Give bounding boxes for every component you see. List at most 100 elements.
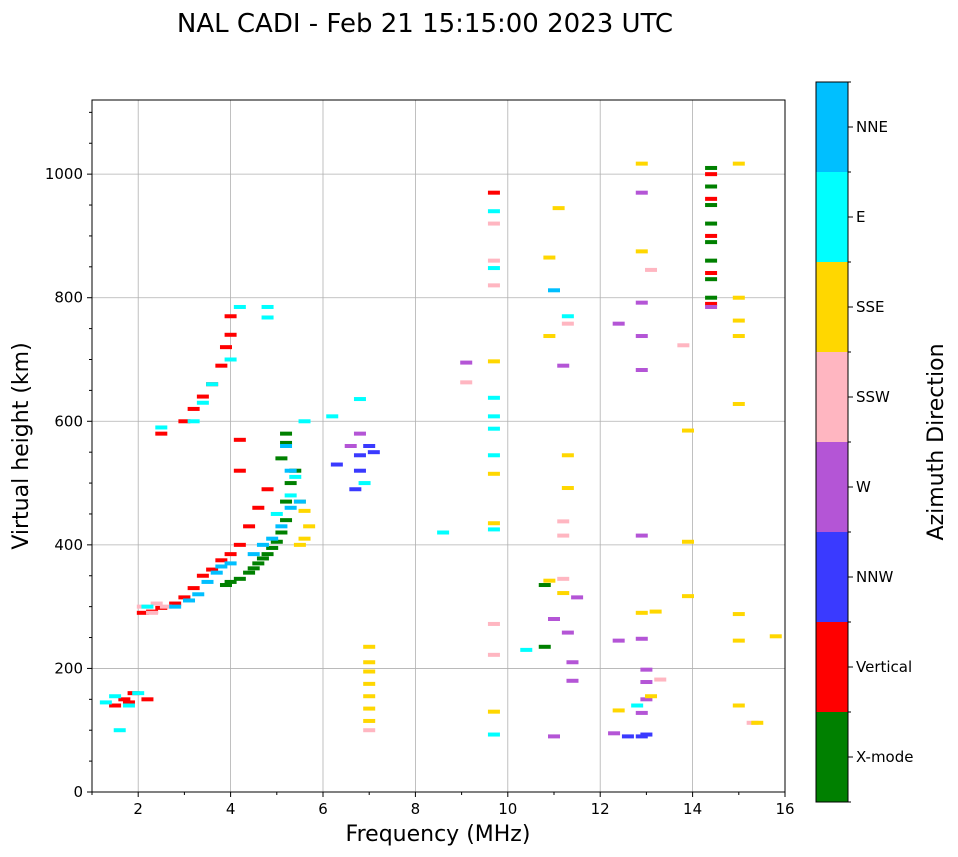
data-point — [571, 595, 584, 600]
colorbar-label: Azimuth Direction — [924, 343, 949, 540]
data-point — [557, 576, 570, 581]
data-point — [289, 474, 302, 479]
data-point — [196, 400, 209, 405]
data-point — [303, 524, 316, 529]
data-point — [640, 680, 653, 685]
data-point — [118, 697, 131, 702]
data-point — [681, 594, 694, 599]
x-tick-label: 8 — [411, 800, 421, 818]
colorbar-segment — [816, 262, 848, 352]
data-point — [363, 669, 376, 674]
data-point — [635, 610, 648, 615]
colorbar-label-ssw: SSW — [856, 388, 890, 406]
data-point — [363, 444, 376, 448]
data-point — [270, 539, 283, 544]
y-tick-label: 200 — [54, 659, 83, 677]
data-point — [196, 394, 209, 399]
data-point — [538, 583, 551, 588]
data-point — [487, 732, 500, 737]
data-point — [298, 508, 311, 513]
data-point — [561, 486, 574, 491]
data-point — [460, 360, 473, 365]
data-point — [640, 667, 653, 672]
data-point — [520, 647, 533, 652]
data-point — [487, 395, 500, 400]
data-point — [363, 660, 376, 665]
x-tick-label: 12 — [591, 800, 610, 818]
data-point — [210, 570, 223, 575]
data-point — [543, 578, 556, 583]
colorbar: X-mode Vertical NNW W SSW SSE E NNE — [815, 81, 913, 803]
data-point — [256, 556, 269, 561]
data-point — [705, 258, 718, 263]
data-point — [487, 426, 500, 431]
x-tick-label: 14 — [683, 800, 702, 818]
data-point — [109, 703, 122, 708]
colorbar-segment — [816, 712, 848, 802]
data-point — [159, 604, 172, 609]
colorbar-label-e: E — [856, 208, 865, 226]
data-point — [543, 334, 556, 339]
data-point — [677, 343, 690, 348]
data-point — [635, 334, 648, 339]
data-point — [487, 258, 500, 263]
data-point — [187, 419, 200, 424]
data-point — [612, 638, 625, 643]
data-point — [654, 677, 667, 682]
grid — [92, 100, 786, 793]
data-point — [247, 552, 260, 557]
data-point — [219, 345, 232, 350]
data-point — [196, 573, 209, 578]
chart-title: NAL CADI - Feb 21 15:15:00 2023 UTC — [177, 9, 673, 39]
data-point — [113, 728, 126, 733]
data-point — [243, 524, 256, 529]
data-point — [233, 542, 246, 547]
data-point — [732, 703, 745, 708]
data-point — [705, 184, 718, 189]
data-point — [192, 592, 205, 597]
colorbar-label-w: W — [856, 478, 871, 496]
data-point — [561, 321, 574, 326]
data-point — [640, 697, 653, 702]
data-point — [284, 468, 297, 473]
data-point — [561, 453, 574, 458]
data-point — [169, 601, 182, 606]
data-point — [224, 357, 237, 362]
data-point — [612, 321, 625, 326]
data-point — [635, 161, 648, 166]
data-point — [122, 703, 135, 708]
data-point — [561, 314, 574, 319]
data-point — [363, 644, 376, 649]
data-point — [681, 428, 694, 433]
data-point — [635, 190, 648, 195]
colorbar-segment — [816, 82, 848, 172]
data-point — [649, 609, 662, 614]
data-point — [155, 425, 168, 430]
data-point — [293, 499, 306, 504]
data-point — [681, 539, 694, 544]
data-point — [557, 591, 570, 596]
data-point — [635, 710, 648, 715]
data-point — [293, 542, 306, 547]
colorbar-frame — [815, 81, 849, 803]
data-point — [566, 660, 579, 665]
data-point — [280, 518, 293, 523]
data-point — [206, 567, 219, 572]
data-point — [261, 304, 274, 309]
data-point — [621, 734, 634, 739]
data-point — [141, 604, 154, 609]
data-point — [298, 419, 311, 424]
data-point — [132, 691, 145, 696]
data-point — [487, 414, 500, 419]
data-point — [705, 203, 718, 208]
data-point — [233, 437, 246, 442]
data-point — [557, 519, 570, 524]
data-point — [187, 586, 200, 591]
data-point — [732, 161, 745, 166]
data-point — [561, 630, 574, 635]
x-ticks: 2 4 6 8 10 12 14 16 — [91, 792, 795, 818]
colorbar-label-nne: NNE — [856, 118, 888, 136]
data-point — [732, 295, 745, 300]
data-point — [243, 570, 256, 575]
data-point — [215, 363, 228, 368]
